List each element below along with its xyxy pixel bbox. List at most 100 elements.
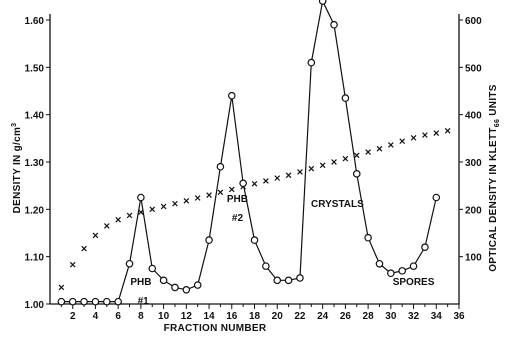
y-left-tick-label: 1.50	[25, 63, 45, 74]
optical-density-point	[159, 276, 168, 285]
annotation-label: PHB	[130, 277, 151, 288]
x-tick-label: 20	[272, 311, 284, 322]
density-point	[422, 132, 428, 138]
y-right-axis-title: OPTICAL DENSITY IN KLETT66 UNITS	[488, 84, 501, 272]
y-right-tick-label: 600	[465, 16, 482, 27]
density-point	[149, 206, 156, 213]
y-left-axis-title-sup: 3	[11, 123, 18, 127]
density-point	[433, 130, 440, 136]
optical-density-point	[421, 243, 429, 252]
optical-density-point	[125, 259, 134, 268]
density-point	[69, 261, 76, 268]
x-tick-label: 34	[431, 311, 443, 322]
optical-density-point	[114, 297, 122, 306]
density-point	[353, 152, 360, 159]
density-point	[365, 149, 371, 155]
optical-density-point	[148, 264, 157, 273]
optical-density-point	[250, 236, 259, 244]
density-point	[206, 192, 212, 198]
y-right-tick-label: 300	[465, 158, 482, 169]
density-point	[126, 212, 133, 219]
y-left-tick-label: 1.40	[25, 111, 45, 122]
density-point	[183, 197, 190, 204]
optical-density-point	[171, 283, 179, 292]
x-tick-label: 6	[115, 311, 121, 322]
y-left-tick-label: 1.30	[25, 158, 45, 169]
y-right-tick-label: 100	[465, 253, 482, 264]
density-point	[228, 186, 235, 193]
x-tick-label: 10	[158, 311, 170, 322]
optical-density-point	[387, 269, 395, 278]
y-right-axis-title-text: OPTICAL DENSITY IN KLETT66 UNITS	[488, 84, 501, 272]
y-left-axis-title-main: DENSITY IN g/cm	[12, 127, 23, 214]
optical-density-point	[330, 20, 338, 29]
optical-density-point	[307, 58, 316, 67]
y-right-tick-label: 200	[465, 205, 482, 216]
density-point	[331, 159, 337, 165]
optical-density-point	[432, 193, 441, 202]
x-tick-label: 30	[385, 311, 397, 322]
density-point	[81, 245, 87, 252]
density-point	[388, 142, 394, 148]
optical-density-point	[216, 162, 225, 171]
x-tick-label: 24	[317, 311, 329, 322]
density-point	[115, 216, 121, 223]
density-point	[58, 284, 65, 291]
optical-density-point	[262, 262, 270, 270]
x-tick-label: 36	[453, 311, 465, 322]
density-point	[217, 189, 224, 196]
optical-density-series	[57, 0, 441, 306]
optical-density-point	[227, 91, 236, 100]
y-right-axis-title-tail: UNITS	[488, 84, 499, 119]
density-point	[410, 135, 417, 141]
density-point	[285, 172, 292, 179]
y-left-axis-title: DENSITY IN g/cm3	[11, 123, 23, 214]
y-left-tick-label: 1.00	[25, 300, 45, 311]
y-right-axis-title-sub: 66	[494, 119, 501, 127]
optical-density-point	[409, 262, 418, 270]
density-point	[376, 145, 383, 152]
annotation-label: PHB	[227, 194, 248, 205]
optical-density-point	[284, 276, 293, 285]
optical-density-point	[205, 236, 213, 244]
x-tick-label: 12	[181, 311, 193, 322]
optical-density-point	[239, 179, 247, 188]
density-point	[251, 180, 258, 187]
density-point	[399, 138, 406, 144]
annotation-label: SPORES	[393, 277, 435, 288]
annotation-label: CRYSTALS	[311, 199, 364, 210]
x-tick-label: 8	[138, 311, 144, 322]
optical-density-point	[193, 281, 202, 289]
optical-density-point	[375, 259, 384, 268]
optical-density-point	[341, 94, 350, 102]
optical-density-point	[80, 297, 88, 306]
optical-density-point	[91, 297, 100, 306]
x-tick-label: 26	[340, 311, 352, 322]
density-point	[194, 195, 201, 201]
y-right-tick-label: 500	[465, 63, 482, 74]
density-point	[274, 175, 281, 181]
optical-density-point	[57, 297, 66, 306]
density-point	[319, 162, 326, 169]
y-right-tick-label: 400	[465, 111, 482, 122]
optical-density-point	[137, 193, 145, 202]
optical-density-point	[182, 285, 191, 294]
ticks: 2 4 6 8 10 12 14 16 18 20 22 24 26 28 30 32 34 361.001.10…	[25, 16, 483, 322]
y-right-axis-title-main: OPTICAL DENSITY IN KLETT	[488, 127, 499, 272]
axes	[49, 14, 460, 305]
density-point	[308, 165, 315, 172]
x-tick-label: 32	[408, 311, 420, 322]
optical-density-point	[318, 0, 327, 5]
optical-density-point	[273, 276, 282, 285]
density-series	[58, 127, 451, 291]
x-tick-label: 14	[203, 311, 215, 322]
optical-density-point	[398, 267, 406, 275]
optical-density-point	[68, 297, 77, 306]
x-tick-label: 22	[294, 311, 306, 322]
optical-density-point	[364, 233, 372, 242]
density-point	[103, 223, 110, 229]
density-point	[342, 155, 349, 162]
density-point	[297, 169, 303, 175]
